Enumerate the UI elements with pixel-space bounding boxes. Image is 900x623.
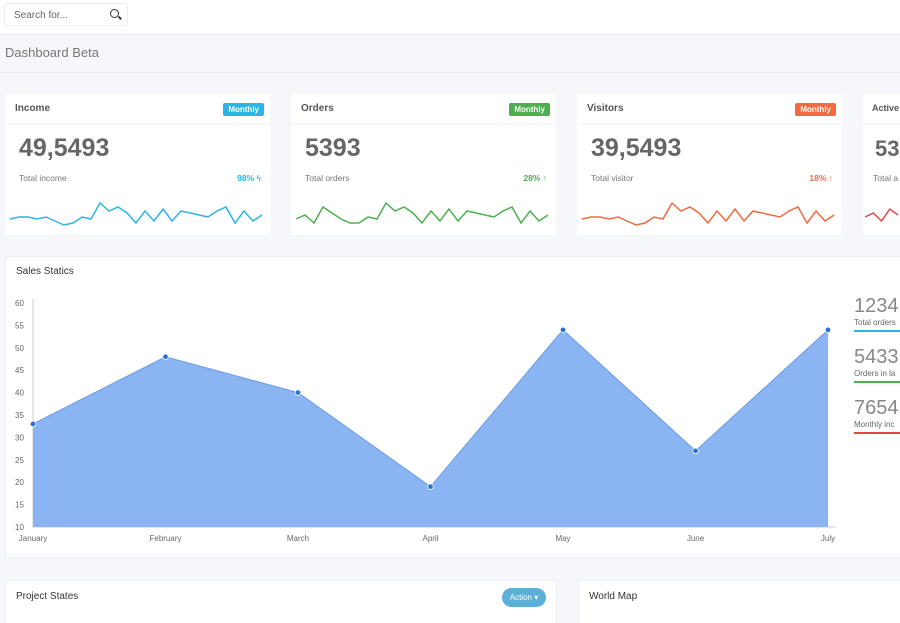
card-header: Visitors Monthly [577,94,842,125]
card-header: Orders Monthly [291,94,556,125]
data-point [692,447,699,455]
percent-value: 18% [809,173,827,183]
sparkline [295,201,549,225]
x-tick-label: June [687,534,705,543]
top-bar: Search for... [0,0,900,35]
bolt-icon: ϟ [256,173,262,183]
arrow-up-icon: ↑ [542,173,547,183]
card-label: Total orders [305,173,350,183]
card-percent: 98% ϟ [237,173,261,183]
sparkline [581,201,835,226]
stat-underline [854,432,900,434]
sales-title: Sales Statics [16,266,74,277]
stat-label: Total orders [854,318,896,327]
percent-value: 98% [237,173,255,183]
x-tick-label: March [287,534,309,543]
card-title: Visitors [587,103,624,114]
stat-card-orders: Orders Monthly 5393 Total orders 28% ↑ [291,94,556,235]
stat-card-income: Income Monthly 49,5493 Total income 98% ϟ [5,94,270,235]
stat-value: 1234 [854,295,899,317]
stat-value: 7654 [854,397,899,419]
sparkline-line [581,201,835,226]
x-tick-label: January [19,534,47,543]
sparkline-line [864,207,899,223]
stat-card-active: Active 53 Total a [863,94,900,235]
page-header: Dashboard Beta [0,35,900,73]
y-tick-label: 50 [15,344,24,353]
card-value: 5393 [305,134,361,162]
stat-value: 5433 [854,346,899,368]
y-tick-label: 55 [15,321,24,330]
x-tick-label: July [821,534,835,543]
card-value: 49,5493 [19,134,110,162]
stat-label: Orders in la [854,369,896,378]
x-tick-label: February [149,534,181,543]
card-value: 39,5493 [591,134,682,162]
project-states-panel: Project States Action ▾ [5,580,557,623]
monthly-badge: Monthly [795,103,836,116]
sales-stat: 7654 Monthly inc [854,397,900,434]
sparkline [864,207,899,223]
data-point [29,420,37,428]
arrow-up-icon: ↑ [828,173,833,183]
action-button[interactable]: Action ▾ [502,588,546,607]
sparkline-line [9,201,263,226]
card-title: Income [15,103,51,114]
area-fill [33,329,828,527]
stat-underline [854,381,900,383]
y-tick-label: 60 [15,299,24,308]
y-tick-label: 25 [15,456,24,465]
monthly-badge: Monthly [223,103,264,116]
y-tick-label: 20 [15,478,24,487]
project-title: Project States [16,591,79,602]
sales-stat: 1234 Total orders [854,295,900,332]
card-header: Active [863,94,900,125]
stat-label: Monthly inc [854,420,895,429]
data-point [162,353,169,360]
data-point [427,483,434,490]
y-tick-label: 15 [15,501,24,510]
data-point [824,326,832,334]
card-title: Orders [301,103,334,114]
world-map-title: World Map [589,591,638,602]
search-placeholder: Search for... [14,10,68,21]
stat-underline [854,330,900,332]
y-tick-label: 30 [15,433,24,442]
card-percent: 28% ↑ [523,173,547,183]
sales-stat: 5433 Orders in la [854,346,900,383]
card-label: Total a [873,173,899,183]
x-tick-label: April [422,534,438,543]
search-input[interactable]: Search for... [4,3,128,26]
card-label: Total visitor [591,173,634,183]
card-header: Income Monthly [5,94,270,125]
sparkline-line [295,201,549,225]
data-point [294,389,302,396]
search-icon[interactable] [110,9,119,18]
stat-card-visitors: Visitors Monthly 39,5493 Total visitor 18%… [577,94,842,235]
data-point [559,326,567,334]
card-title: Active [872,103,900,113]
card-label: Total income [19,173,67,183]
y-tick-label: 10 [15,523,24,532]
world-map-panel: World Map [578,580,900,623]
monthly-badge: Monthly [509,103,550,116]
y-tick-label: 45 [15,366,24,375]
x-tick-label: May [555,534,570,543]
sparkline [9,201,263,226]
page-title: Dashboard Beta [5,45,99,60]
y-tick-label: 40 [15,389,24,398]
card-percent: 18% ↑ [809,173,833,183]
action-label: Action [509,593,532,602]
y-tick-label: 35 [15,411,24,420]
percent-value: 28% [523,173,541,183]
card-value: 53 [875,136,900,161]
